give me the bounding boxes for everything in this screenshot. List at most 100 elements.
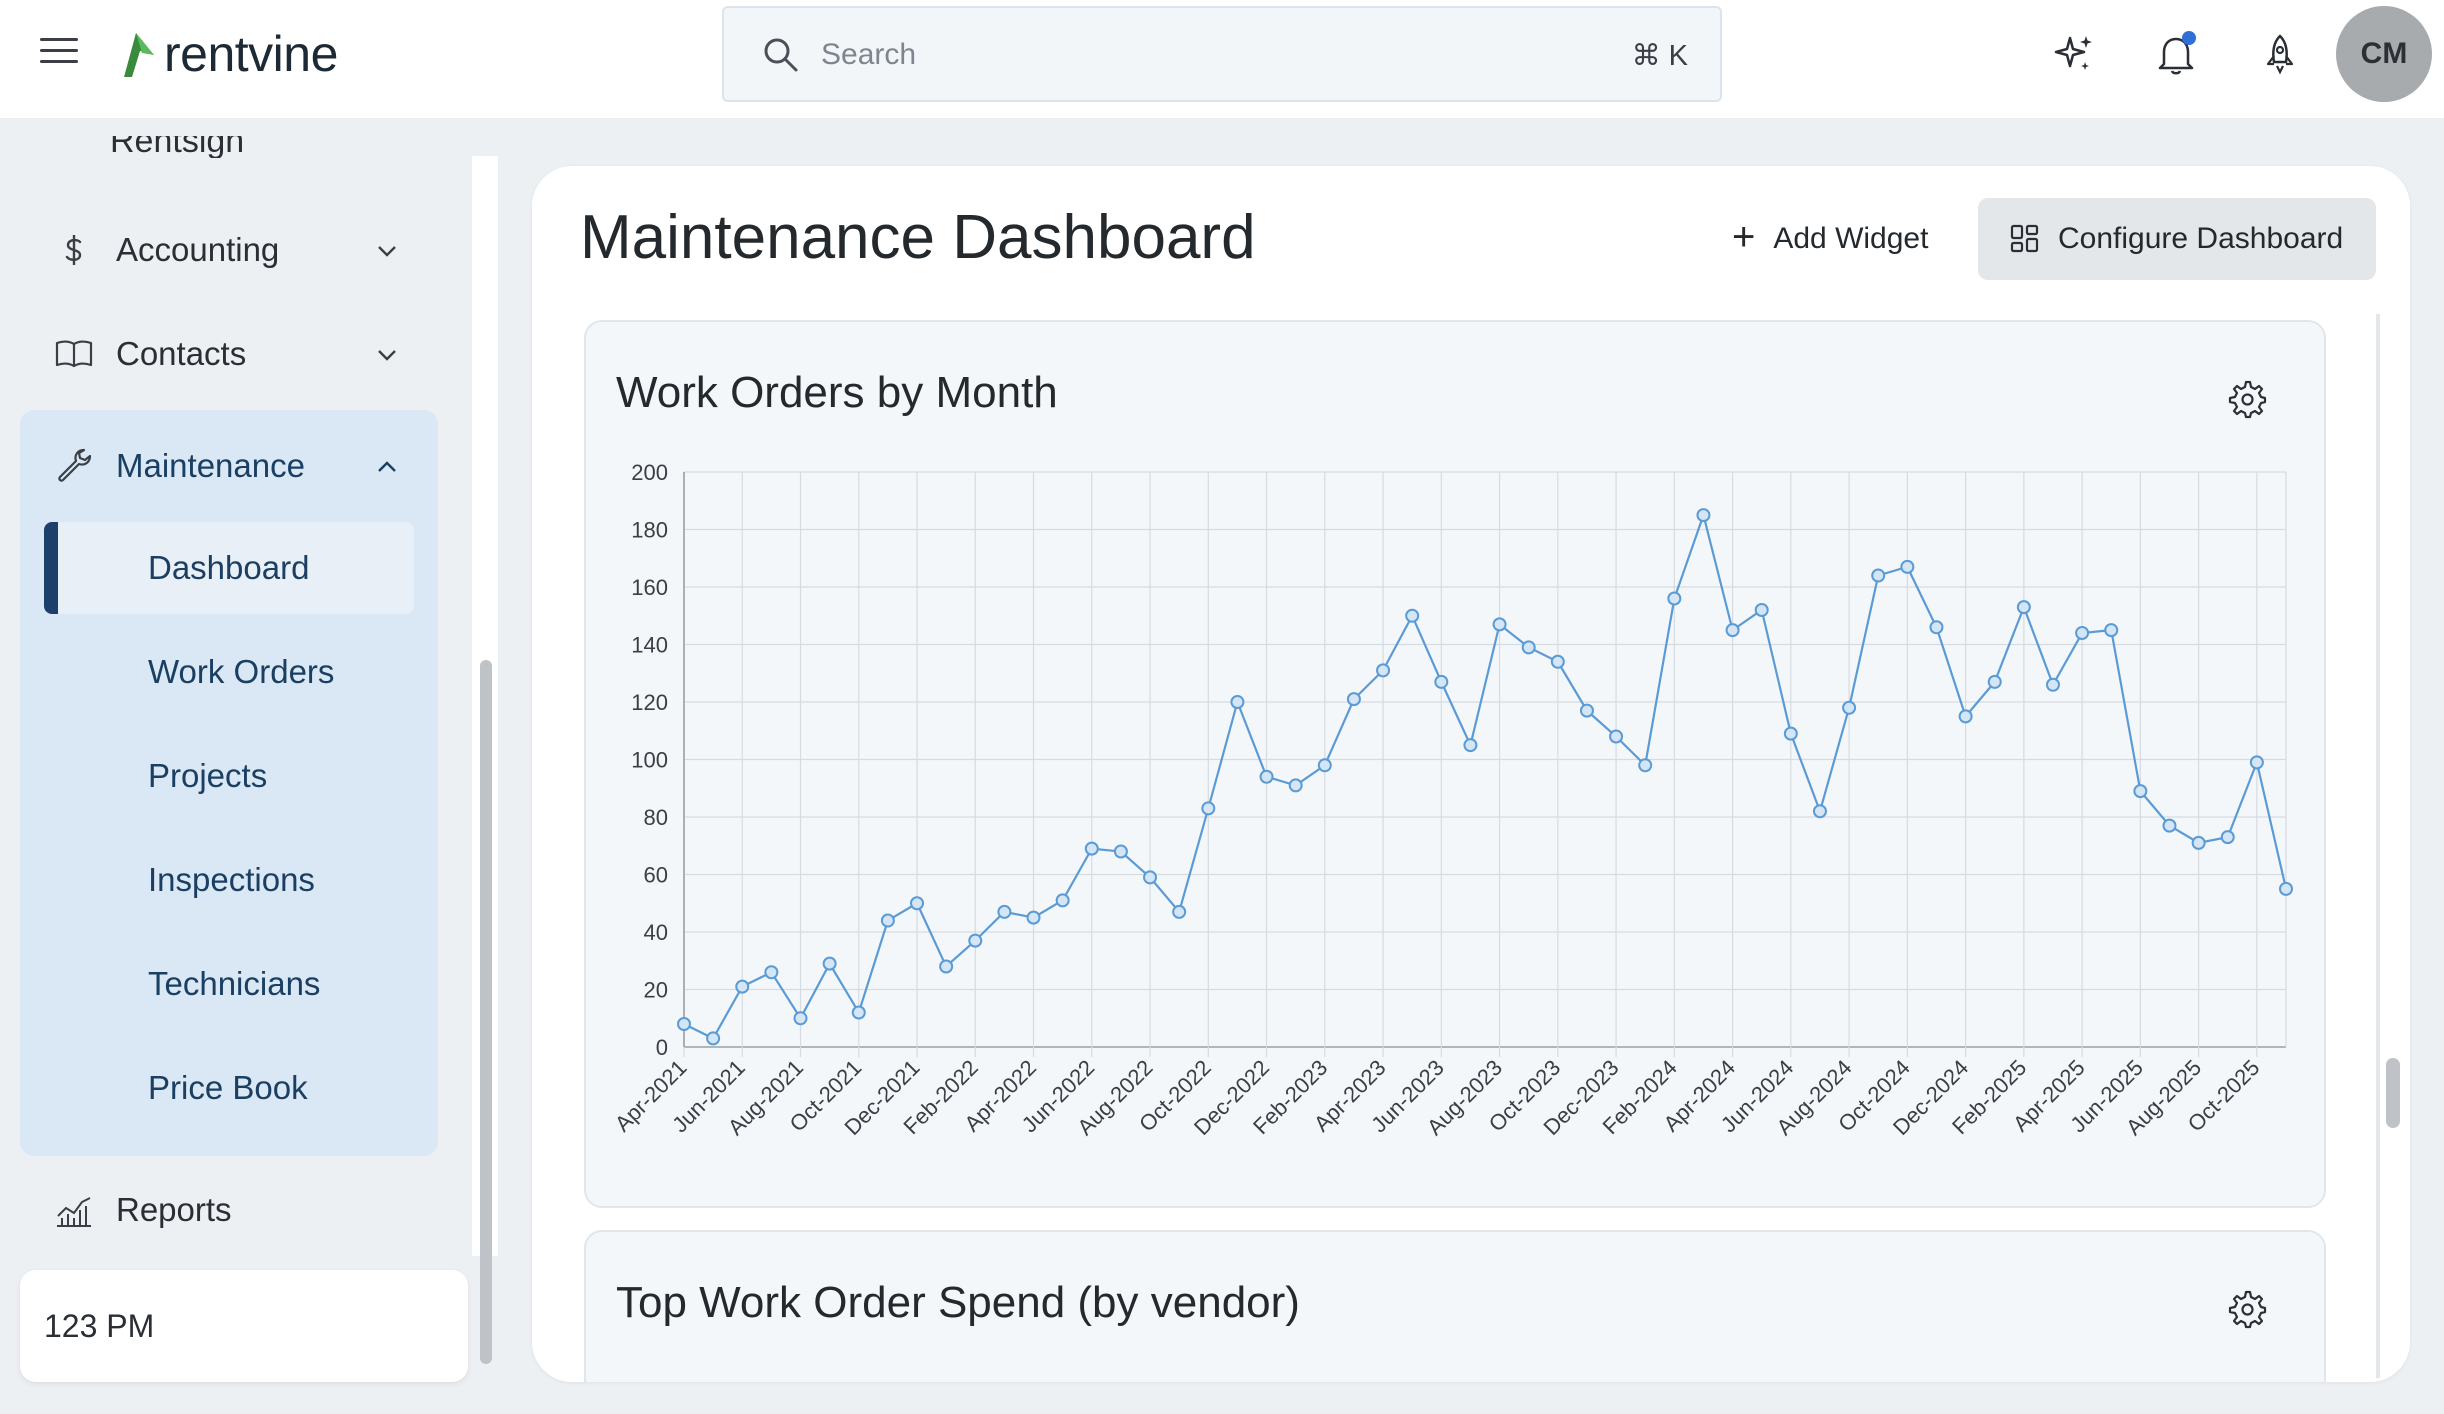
sidebar-subitem-technicians[interactable]: Technicians [44,938,414,1030]
wrench-icon [58,448,92,482]
data-point [2133,784,2148,799]
data-point [1405,608,1420,623]
book-icon [55,340,93,368]
data-point [706,1031,721,1046]
data-point [1842,700,1857,715]
configure-dashboard-button[interactable]: Configure Dashboard [1978,198,2376,280]
rocket-icon[interactable] [2256,30,2304,78]
data-point [1172,904,1187,919]
sidebar-subitem-projects[interactable]: Projects [44,730,414,822]
data-point [2162,818,2177,833]
user-avatar[interactable]: CM [2336,6,2432,102]
search-icon [764,38,798,72]
data-point [1900,559,1915,574]
sidebar-item-label: Accounting [116,231,280,268]
data-point [1609,729,1624,744]
data-point [1434,674,1449,689]
data-point [1113,844,1128,859]
sidebar-item-label: Contacts [116,335,247,372]
data-point [1201,801,1216,816]
data-point [997,904,1012,919]
dollar-icon [65,235,82,265]
data-point [1376,663,1391,678]
data-point [1812,804,1827,819]
data-point [1638,758,1653,773]
y-tick-label: 160 [631,575,668,600]
data-point [735,979,750,994]
chevron-down-icon [378,246,396,257]
data-point [851,1005,866,1020]
sidebar-subitem-label: Projects [148,757,268,794]
data-point [1143,870,1158,885]
brand-logo[interactable]: rentvine [120,26,338,82]
data-point [1958,709,1973,724]
data-point [1288,778,1303,793]
y-tick-label: 60 [644,863,668,888]
search-input[interactable]: Search ⌘ K [722,6,1722,102]
work-orders-line-chart: 020406080100120140160180200Apr-2021Jun-2… [610,460,2293,1140]
main-panel: Maintenance Dashboard + Add Widget Confi… [532,166,2410,1382]
search-placeholder: Search [821,38,917,71]
configure-dashboard-label: Configure Dashboard [2058,222,2344,255]
series-line [683,511,2288,1040]
y-tick-label: 120 [631,690,668,715]
data-point [1259,769,1274,784]
data-point [910,896,925,911]
data-point [2075,626,2090,640]
add-widget-label: Add Widget [1773,222,1929,255]
y-tick-label: 40 [644,920,668,945]
sidebar-item-accounting[interactable]: Accounting [20,210,440,290]
layout-grid-icon [2010,224,2039,253]
gear-icon[interactable] [2226,1288,2268,1330]
sidebar-subitem-label: Work Orders [148,653,335,690]
data-point [1696,508,1711,523]
data-point [1084,841,1099,856]
menu-icon[interactable] [40,38,78,70]
sidebar-subitem-label: Price Book [148,1069,308,1106]
sidebar-item-contacts[interactable]: Contacts [20,314,440,394]
data-point [1754,603,1769,617]
data-point [1230,695,1245,709]
sparkle-icon[interactable] [2050,30,2098,78]
data-point [1055,893,1070,908]
data-point [1317,758,1332,773]
data-point [1026,910,1041,925]
notification-dot [2182,31,2196,45]
main-scrollbar[interactable] [2386,1058,2400,1128]
gear-icon[interactable] [2226,378,2268,420]
add-widget-button[interactable]: + Add Widget [1732,198,1928,280]
sidebar-scrollbar[interactable] [480,660,492,1364]
widget-title: Top Work Order Spend (by vendor) [616,1278,1300,1327]
data-point [1579,703,1594,718]
data-point [2016,600,2031,615]
rentvine-leaf-icon [124,33,154,77]
data-point [2045,677,2060,692]
data-point [1725,623,1740,638]
sidebar-subitem-price-book[interactable]: Price Book [44,1042,414,1134]
data-point [764,965,779,980]
sidebar-item-rentsign[interactable]: Rentsign [110,136,245,158]
widget-title: Work Orders by Month [616,368,1058,417]
y-tick-label: 100 [631,748,668,773]
data-point [968,933,983,948]
bell-icon[interactable] [2152,30,2200,78]
data-point [1667,591,1682,606]
chevron-down-icon [378,350,396,361]
data-point [939,959,954,974]
data-point [1929,620,1944,635]
data-point [2191,835,2206,850]
y-tick-label: 80 [644,805,668,830]
sidebar-item-label: Reports [116,1191,232,1228]
brand-name: rentvine [164,26,338,82]
y-tick-label: 20 [644,978,668,1003]
sidebar-subitem-work-orders[interactable]: Work Orders [44,626,414,718]
sidebar-item-reports[interactable]: Reports [20,1170,440,1250]
sidebar-subitem-inspections[interactable]: Inspections [44,834,414,926]
sidebar-subitem-dashboard[interactable]: Dashboard [44,522,414,614]
sidebar-item-maintenance[interactable]: Maintenance [20,426,440,506]
sidebar-subitem-label: Technicians [148,965,321,1002]
data-point [2104,623,2119,638]
organization-switcher[interactable]: 123 PM [20,1270,468,1382]
y-tick-label: 140 [631,633,668,658]
sidebar-item-label: Maintenance [116,447,305,484]
